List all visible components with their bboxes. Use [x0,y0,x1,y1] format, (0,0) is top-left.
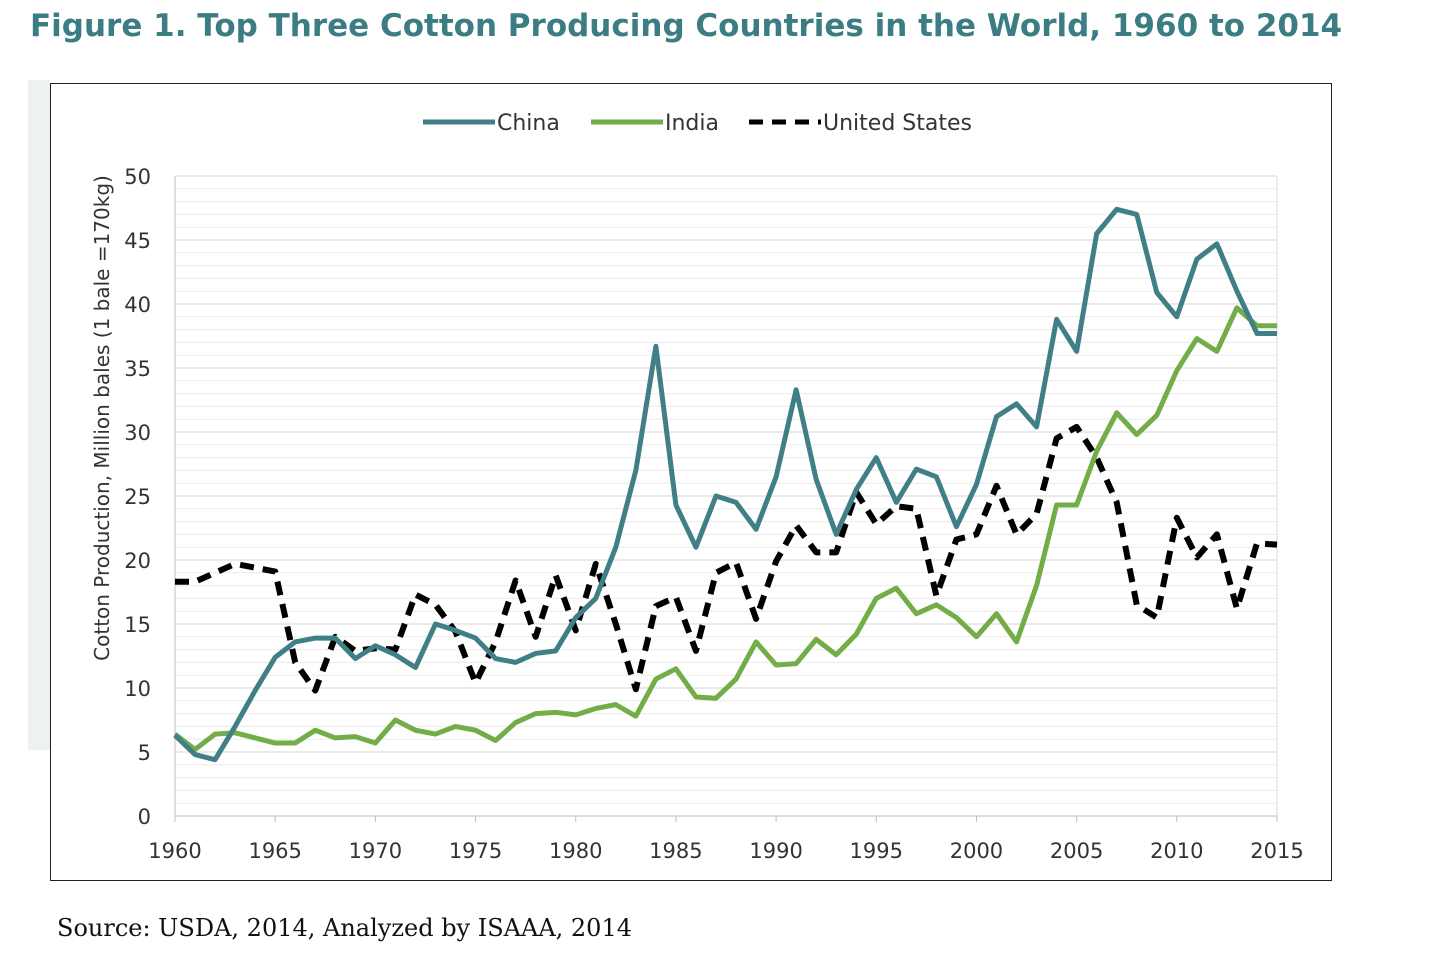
y-tick-label: 10 [124,677,151,701]
y-tick-label: 40 [124,293,151,317]
y-tick-label: 35 [124,357,151,381]
legend-label: India [665,111,719,136]
series-line-china [173,206,1277,763]
x-tick-label: 1995 [850,839,903,863]
x-tick-label: 1960 [148,839,201,863]
x-tick-label: 1980 [549,839,602,863]
y-tick-label: 30 [124,421,151,445]
x-tick-label: 1970 [349,839,402,863]
x-tick-label: 2000 [950,839,1003,863]
y-tick-label: 25 [124,485,151,509]
y-axis-label: Cotton Production, Million bales (1 bale… [90,175,114,661]
series-lines [173,206,1278,763]
y-tick-label: 20 [124,549,151,573]
y-tick-label: 45 [124,229,151,253]
legend: China India United States [423,111,972,136]
figure-title: Figure 1. Top Three Cotton Producing Cou… [30,8,1343,44]
y-tick-label: 0 [138,805,151,829]
series-line-united-states [175,423,1278,694]
y-tick-label: 50 [124,165,151,189]
legend-label: United States [823,111,972,136]
series-line-india [173,305,1277,752]
chart-frame: 0 5 10 15 20 25 30 35 40 45 50 1960 1965 1970 1975 1980… [50,83,1332,881]
x-tick-label: 1985 [649,839,702,863]
source-note: Source: USDA, 2014, Analyzed by ISAAA, 2… [57,914,632,942]
x-tick-label: 2005 [1050,839,1103,863]
line-chart: 0 5 10 15 20 25 30 35 40 45 50 1960 1965 1970 1975 1980… [90,111,1304,863]
y-tick-label: 5 [138,741,151,765]
background-watermark [28,80,50,750]
x-tick-label: 1990 [749,839,802,863]
axes: 0 5 10 15 20 25 30 35 40 45 50 1960 1965 1970 1975 1980… [124,165,1303,863]
y-tick-label: 15 [124,613,151,637]
gridlines [175,175,1278,817]
x-tick-label: 1965 [248,839,301,863]
legend-label: China [497,111,560,136]
x-tick-label: 2015 [1250,839,1303,863]
x-tick-label: 2010 [1150,839,1203,863]
x-tick-label: 1975 [449,839,502,863]
